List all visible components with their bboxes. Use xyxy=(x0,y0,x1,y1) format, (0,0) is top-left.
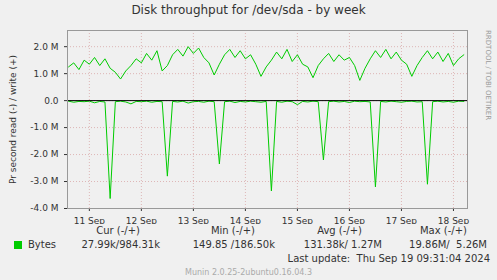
svg-text:2.0 M: 2.0 M xyxy=(34,42,59,52)
html-text:Last update: Thu Sep 19 09:31:: Last update: Thu Sep 19 09:31:04 2024 xyxy=(287,253,490,264)
svg-text:-1.0 M: -1.0 M xyxy=(30,122,58,132)
html-text:Bytes: Bytes xyxy=(28,239,57,250)
svg-text:14 Sep: 14 Sep xyxy=(230,216,262,224)
svg-text:12 Sep: 12 Sep xyxy=(126,216,158,224)
html-text:27.99k/984.31k: 27.99k/984.31k xyxy=(81,239,160,250)
svg-text:Pr second read (-) / write (+): Pr second read (-) / write (+) xyxy=(8,55,18,184)
svg-text:-3.0 M: -3.0 M xyxy=(30,176,58,186)
svg-text:-2.0 M: -2.0 M xyxy=(30,149,58,159)
svg-text:18 Sep: 18 Sep xyxy=(438,216,470,224)
html-text:Cur (-/+): Cur (-/+) xyxy=(96,225,140,236)
html-text:RRDTOOL / TOBI OETIKER: RRDTOOL / TOBI OETIKER xyxy=(484,30,492,121)
svg-text:-4.0 M: -4.0 M xyxy=(30,203,58,213)
html-text:Min (-/+): Min (-/+) xyxy=(210,225,255,236)
html-text:Avg (-/+): Avg (-/+) xyxy=(317,225,362,236)
svg-text:15 Sep: 15 Sep xyxy=(282,216,314,224)
svg-text:11 Sep: 11 Sep xyxy=(74,216,106,224)
svg-text:16 Sep: 16 Sep xyxy=(334,216,366,224)
svg-text:13 Sep: 13 Sep xyxy=(178,216,210,224)
html-text:Max (-/+): Max (-/+) xyxy=(420,225,467,236)
html-text:Munin 2.0.25-2ubuntu0.16.04.3: Munin 2.0.25-2ubuntu0.16.04.3 xyxy=(185,268,312,277)
svg-text:1.0 M: 1.0 M xyxy=(34,69,59,79)
svg-text:17 Sep: 17 Sep xyxy=(386,216,418,224)
html-text:149.85 /186.50k: 149.85 /186.50k xyxy=(192,239,275,250)
svg-text:0.0: 0.0 xyxy=(44,96,59,106)
html-text:19.86M/ 5.26M: 19.86M/ 5.26M xyxy=(409,239,487,250)
html-text:131.38k/ 1.27M: 131.38k/ 1.27M xyxy=(303,239,382,250)
html-text:Disk throughput for /dev/sda -: Disk throughput for /dev/sda - by week xyxy=(131,3,366,17)
